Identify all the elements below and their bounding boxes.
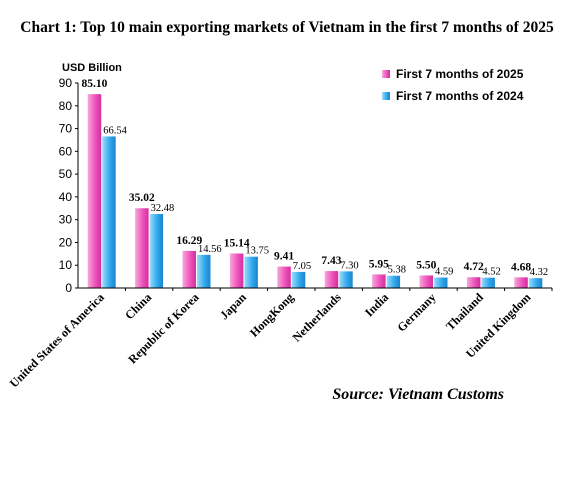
bar-2025 xyxy=(87,94,102,289)
x-tick-label: Thailand xyxy=(443,290,486,333)
y-axis-ticks: 0 10 20 30 40 50 60 70 80 90 xyxy=(59,76,78,295)
y-tick-label: 80 xyxy=(59,99,73,113)
value-label-2024: 32.48 xyxy=(151,203,175,214)
bar-2025 xyxy=(324,271,339,288)
value-label-2025: 16.29 xyxy=(176,235,202,247)
bar-2025 xyxy=(514,277,528,288)
legend-swatch-2025 xyxy=(382,70,390,78)
value-label-2024: 4.59 xyxy=(435,267,453,278)
x-tick-label: Netherlands xyxy=(290,290,344,344)
value-label-2024: 5.38 xyxy=(388,265,406,276)
y-tick-label: 40 xyxy=(59,190,73,204)
value-label-2025: 15.14 xyxy=(224,238,250,250)
value-label-2024: 7.30 xyxy=(340,260,358,271)
bars xyxy=(87,94,543,289)
value-label-2024: 14.56 xyxy=(198,244,222,255)
y-tick-label: 30 xyxy=(59,213,73,227)
x-tick-label: Germany xyxy=(394,290,438,334)
legend-swatch-2024 xyxy=(382,92,390,100)
value-label-2025: 5.95 xyxy=(369,258,389,270)
bar-2024 xyxy=(197,254,211,288)
y-tick-label: 50 xyxy=(59,167,73,181)
value-label-2025: 4.68 xyxy=(511,261,531,273)
bar-2024 xyxy=(386,275,401,288)
value-label-2024: 7.05 xyxy=(293,261,311,272)
y-tick-label: 60 xyxy=(59,144,73,158)
chart-title: Chart 1: Top 10 main exporting markets o… xyxy=(20,19,554,36)
y-tick-label: 70 xyxy=(59,122,73,136)
bar-2024 xyxy=(434,277,448,288)
bar-2024 xyxy=(149,214,164,288)
y-tick-label: 0 xyxy=(65,281,72,295)
bar-2025 xyxy=(182,250,196,288)
value-label-2024: 4.52 xyxy=(482,267,500,278)
legend-label-2024: First 7 months of 2024 xyxy=(396,89,524,103)
x-tick-label: China xyxy=(122,290,154,322)
value-label-2025: 5.50 xyxy=(416,259,436,271)
y-axis-label: USD Billion xyxy=(62,62,122,74)
value-label-2024: 66.54 xyxy=(103,125,127,136)
x-tick-label: India xyxy=(362,290,391,319)
value-label-2024: 13.75 xyxy=(245,246,269,257)
value-label-2025: 4.72 xyxy=(464,261,484,273)
legend-label-2025: First 7 months of 2025 xyxy=(396,67,524,81)
bar-2025 xyxy=(135,208,149,288)
bar-2024 xyxy=(481,277,495,288)
bar-2025 xyxy=(229,253,244,288)
value-label-2025: 35.02 xyxy=(129,192,155,204)
bar-2024 xyxy=(244,256,258,288)
bar-2024 xyxy=(102,136,116,288)
legend: First 7 months of 2025 First 7 months of… xyxy=(382,67,524,103)
x-tick-label: United States of America xyxy=(7,290,107,390)
source-note: Source: Vietnam Customs xyxy=(332,386,504,403)
value-label-2025: 9.41 xyxy=(274,251,294,263)
bar-2025 xyxy=(419,275,433,288)
x-tick-label: Japan xyxy=(217,290,249,322)
bar-2024 xyxy=(339,271,353,288)
y-tick-label: 20 xyxy=(59,235,73,249)
value-label-2025: 85.10 xyxy=(82,78,108,90)
bar-2024 xyxy=(528,278,543,288)
x-tick-label: HongKong xyxy=(247,290,297,340)
bar-2025 xyxy=(277,266,291,288)
value-label-2024: 4.32 xyxy=(530,267,548,278)
y-tick-label: 10 xyxy=(59,258,73,272)
bar-2025 xyxy=(372,274,386,288)
bar-2025 xyxy=(466,277,481,288)
y-tick-label: 90 xyxy=(59,76,73,90)
value-label-2025: 7.43 xyxy=(321,255,341,267)
bar-2024 xyxy=(291,271,306,288)
